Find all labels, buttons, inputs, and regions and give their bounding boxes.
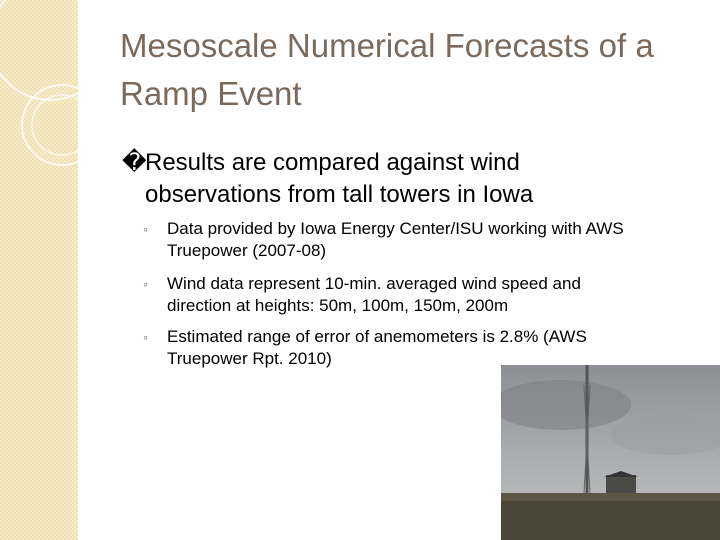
sub-point: Estimated range of error of anemometers … <box>167 327 587 368</box>
sub-bullet-marker: ◦ <box>143 276 148 292</box>
sub-point: Wind data represent 10-min. averaged win… <box>167 274 581 315</box>
bullet-marker: � <box>122 149 147 176</box>
sub-point: Data provided by Iowa Energy Center/ISU … <box>167 219 624 260</box>
side-strip <box>0 0 78 540</box>
tower-photo <box>501 365 720 540</box>
sub-bullet-marker: ◦ <box>143 221 148 237</box>
sub-bullet-marker: ◦ <box>143 329 148 345</box>
decoration <box>0 0 111 166</box>
title: Mesoscale Numerical Forecasts of a Ramp … <box>120 27 654 112</box>
main-point: Results are compared against wind observ… <box>145 149 534 208</box>
